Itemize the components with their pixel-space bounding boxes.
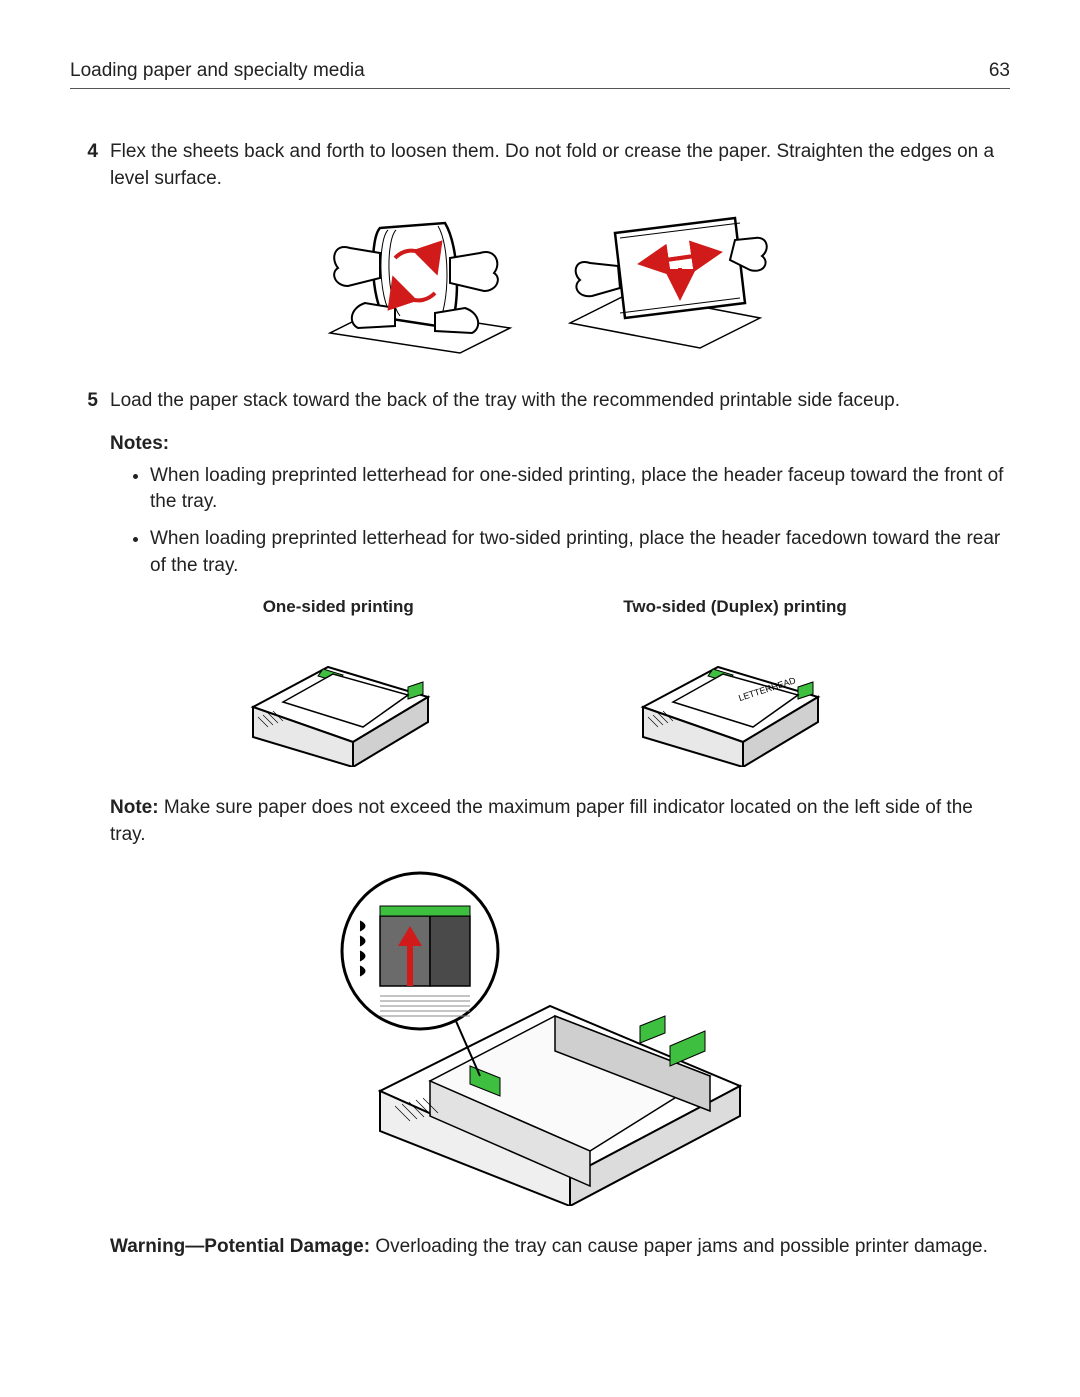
fill-indicator-note: Note: Make sure paper does not exceed th… xyxy=(70,795,1010,848)
header-title: Loading paper and specialty media xyxy=(70,60,365,82)
step-4: 4 Flex the sheets back and forth to loos… xyxy=(70,139,1010,192)
page-header: Loading paper and specialty media 63 xyxy=(70,60,1010,89)
straighten-sheets-illustration xyxy=(560,208,770,358)
step-5-text: Load the paper stack toward the back of … xyxy=(110,388,1010,415)
note-1: When loading preprinted letterhead for o… xyxy=(150,463,1010,516)
tray-two-sided: Two‑sided (Duplex) printing LETTERHEAD xyxy=(623,597,847,767)
note-prefix: Note: xyxy=(110,797,164,818)
notes-label: Notes: xyxy=(70,433,1010,455)
tray-one-sided: One‑sided printing LETTERHEAD xyxy=(233,597,443,767)
step-4-text: Flex the sheets back and forth to loosen… xyxy=(110,139,1010,192)
warning-text: Overloading the tray can cause paper jam… xyxy=(375,1236,988,1257)
warning-prefix: Warning—Potential Damage: xyxy=(110,1236,375,1257)
notes-list: When loading preprinted letterhead for o… xyxy=(70,463,1010,579)
note-2: When loading preprinted letterhead for t… xyxy=(150,526,1010,579)
figure-fill-indicator xyxy=(70,866,1010,1206)
document-page: Loading paper and specialty media 63 4 F… xyxy=(0,0,1080,1397)
figure-flex-straighten xyxy=(70,208,1010,358)
tray-two-sided-illustration: LETTERHEAD xyxy=(623,627,833,767)
tray-one-sided-illustration: LETTERHEAD xyxy=(233,627,443,767)
tray-one-sided-title: One‑sided printing xyxy=(233,597,443,617)
step-5-number: 5 xyxy=(70,388,98,415)
tray-comparison: One‑sided printing LETTERHEAD T xyxy=(70,597,1010,767)
header-page-number: 63 xyxy=(989,60,1010,82)
fill-indicator-illustration xyxy=(310,866,770,1206)
warning-line: Warning—Potential Damage: Overloading th… xyxy=(70,1234,1010,1261)
flex-sheets-illustration xyxy=(310,208,520,358)
note-text: Make sure paper does not exceed the maxi… xyxy=(110,797,973,845)
tray-two-sided-title: Two‑sided (Duplex) printing xyxy=(623,597,847,617)
step-5: 5 Load the paper stack toward the back o… xyxy=(70,388,1010,415)
step-4-number: 4 xyxy=(70,139,98,166)
